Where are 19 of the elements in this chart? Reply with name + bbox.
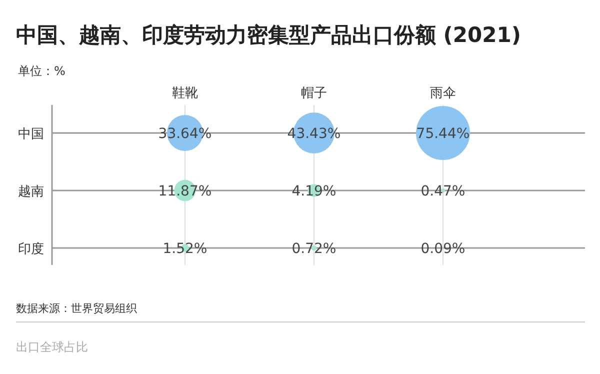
data-label: 0.47%	[420, 184, 466, 200]
data-label: 43.43%	[287, 126, 341, 142]
chart-title: 中国、越南、印度劳动力密集型产品出口份额 (2021)	[16, 23, 521, 47]
text: 出口全球占比	[16, 340, 88, 354]
source-note: 数据来源：世界贸易组织	[16, 302, 137, 315]
y-tick-label: 印度	[18, 241, 44, 257]
data-label: 4.19%	[292, 184, 336, 200]
x-tick-label: 鞋靴	[172, 86, 198, 101]
data-label: 11.87%	[158, 184, 212, 200]
data-label: 0.72%	[292, 241, 336, 257]
y-tick-label: 越南	[18, 184, 44, 200]
data-label: 75.44%	[416, 126, 470, 142]
x-tick-label: 雨伞	[430, 86, 456, 101]
data-label: 33.64%	[158, 126, 212, 142]
data-label: 1.52%	[162, 241, 208, 257]
data-label: 0.09%	[420, 241, 466, 257]
y-tick-label: 中国	[18, 127, 44, 142]
x-tick-label: 帽子	[301, 86, 327, 101]
y-axis-title: 单位：%	[18, 64, 66, 78]
